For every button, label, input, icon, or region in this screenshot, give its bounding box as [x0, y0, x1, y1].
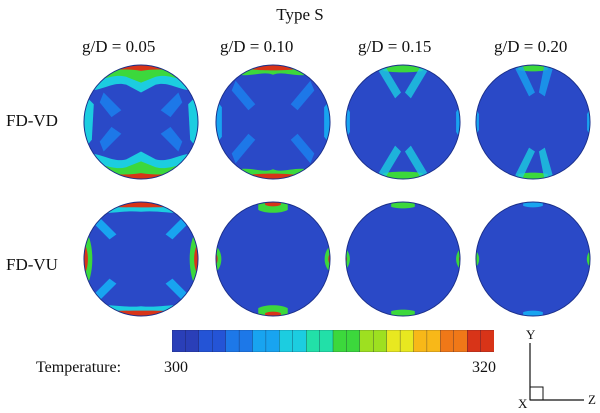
colorbar-segment — [346, 330, 361, 352]
colorbar-segment — [225, 330, 240, 352]
colorbar-segment — [359, 330, 374, 352]
colorbar-segment — [185, 330, 200, 352]
contour-fd-vd-gd-005 — [83, 64, 199, 180]
colorbar-segment — [467, 330, 482, 352]
colorbar-segment — [198, 330, 213, 352]
temperature-colorbar — [172, 330, 494, 352]
colorbar-segment — [332, 330, 347, 352]
column-label-gd-020: g/D = 0.20 — [494, 37, 568, 56]
colorbar-segment — [279, 330, 294, 352]
colorbar-segment — [238, 330, 253, 352]
column-label-gd-015: g/D = 0.15 — [358, 37, 432, 56]
contour-fd-vd-gd-020 — [475, 64, 591, 180]
colorbar-segment — [252, 330, 267, 352]
contour-fd-vu-gd-015 — [345, 201, 461, 317]
contour-fd-vd-gd-015 — [345, 64, 461, 180]
contour-fd-vu-gd-005 — [83, 201, 199, 317]
column-label-gd-005: g/D = 0.05 — [82, 37, 156, 56]
temperature-min-value: 300 — [164, 359, 188, 376]
contour-fd-vu-gd-010 — [215, 201, 331, 317]
colorbar-segment — [306, 330, 321, 352]
colorbar-segment — [413, 330, 428, 352]
row-label-fd-vu: FD-VU — [6, 255, 58, 274]
x-axis-label: X — [518, 396, 528, 410]
contour-fd-vd-gd-010 — [215, 64, 331, 180]
z-axis-label: Z — [588, 392, 596, 407]
y-axis-label: Y — [526, 327, 536, 342]
colorbar-segment — [172, 330, 186, 352]
origin-box — [529, 386, 544, 401]
temperature-max-value: 320 — [472, 359, 496, 376]
colorbar-segment — [426, 330, 441, 352]
axis-triad: Y Z X — [518, 327, 596, 410]
colorbar-segment — [292, 330, 307, 352]
colorbar-segment — [440, 330, 455, 352]
column-label-gd-010: g/D = 0.10 — [220, 37, 294, 56]
colorbar-segment — [399, 330, 414, 352]
colorbar-segment — [373, 330, 388, 352]
colorbar-segment — [265, 330, 280, 352]
colorbar-segment — [212, 330, 227, 352]
row-label-fd-vd: FD-VD — [6, 111, 58, 130]
contour-fd-vu-gd-020 — [475, 201, 591, 317]
colorbar-segment — [453, 330, 468, 352]
temperature-label: Temperature: — [36, 359, 122, 376]
colorbar-segment — [319, 330, 334, 352]
colorbar-segment — [480, 330, 494, 352]
colorbar-segment — [386, 330, 401, 352]
figure-title: Type S — [276, 5, 324, 24]
